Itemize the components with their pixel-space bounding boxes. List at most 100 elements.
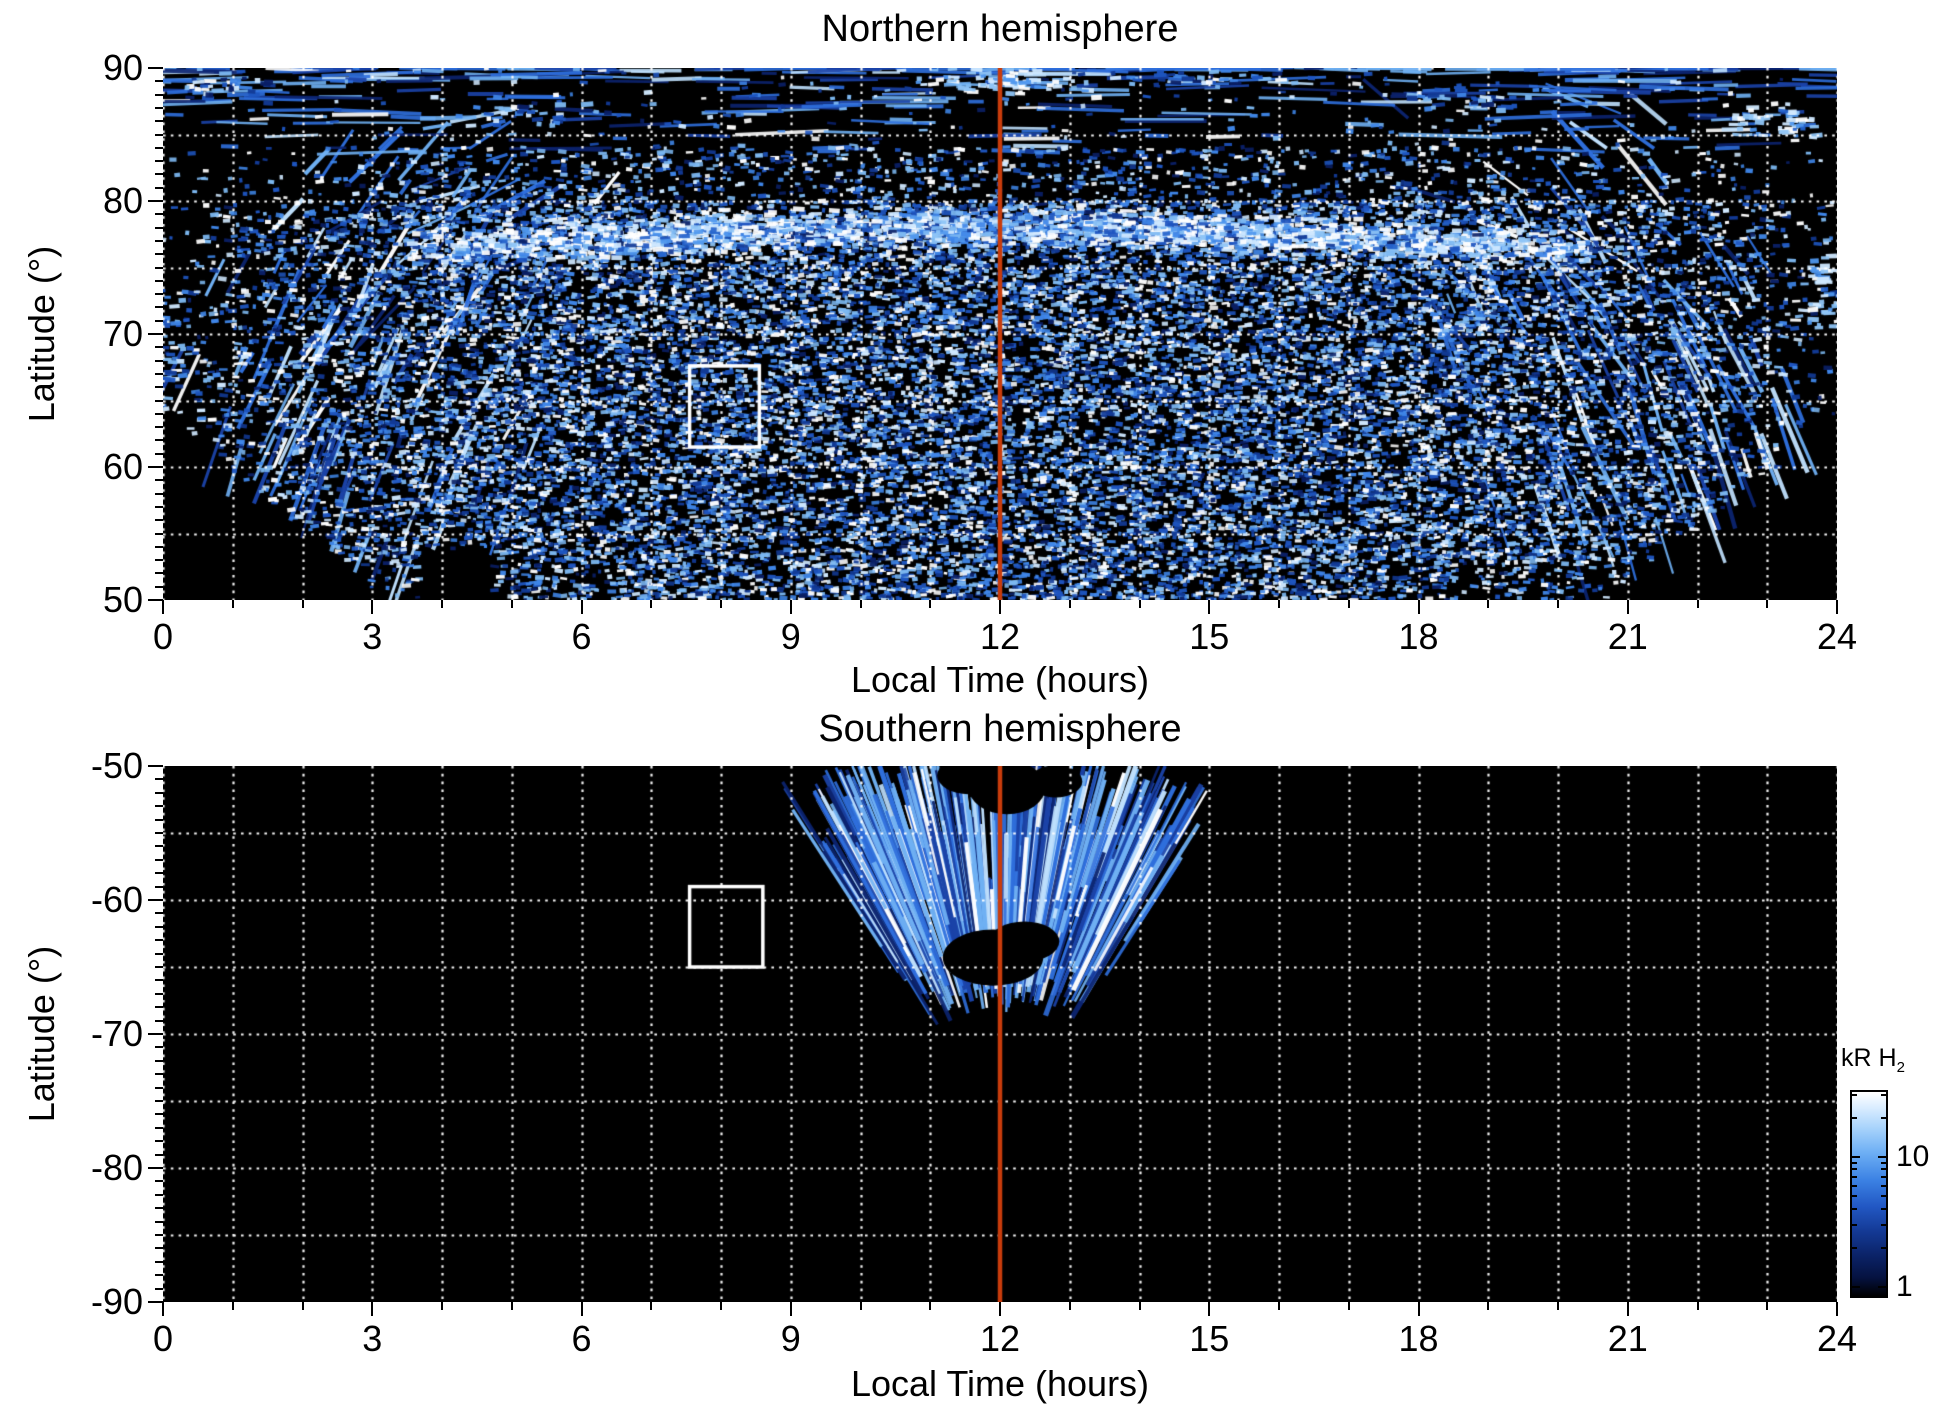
x-minor-tick: [1068, 1302, 1071, 1310]
x-minor-tick: [1347, 600, 1350, 608]
y-major-tick: [148, 765, 163, 767]
x-minor-tick: [1766, 600, 1769, 608]
y-minor-tick: [155, 912, 163, 915]
y-major-tick: [148, 899, 163, 901]
y-minor-tick: [155, 532, 163, 535]
y-minor-tick: [155, 885, 163, 888]
y-tick-label: 80: [102, 180, 143, 221]
x-major-tick: [789, 1302, 792, 1316]
x-minor-tick: [301, 1302, 304, 1310]
x-major-tick: [1417, 600, 1420, 614]
y-minor-tick: [155, 439, 163, 442]
x-major-tick: [1836, 600, 1838, 614]
x-tick-label: 24: [1816, 616, 1858, 657]
colorbar-minor-tick: [1881, 1168, 1886, 1171]
y-minor-tick: [155, 359, 163, 362]
y-minor-tick: [155, 319, 163, 322]
x-tick-label: 9: [780, 1318, 801, 1359]
y-minor-tick: [155, 545, 163, 548]
y-minor-tick: [155, 266, 163, 269]
x-major-tick: [999, 1302, 1001, 1316]
x-minor-tick: [859, 1302, 862, 1310]
y-minor-tick: [155, 559, 163, 562]
x-minor-tick: [1696, 600, 1699, 608]
colorbar-minor-tick: [1881, 1195, 1886, 1198]
y-minor-tick: [155, 160, 163, 163]
y-tick-label: -80: [90, 1147, 143, 1188]
y-tick-label: 50: [102, 579, 143, 620]
y-minor-tick: [155, 1193, 163, 1196]
colorbar-minor-tick: [1852, 1116, 1857, 1119]
x-axis-title-south: Local Time (hours): [850, 1363, 1150, 1404]
x-major-tick: [999, 600, 1001, 614]
colorbar-minor-tick: [1852, 1093, 1857, 1096]
y-minor-tick: [155, 1207, 163, 1210]
x-tick-label: 9: [780, 616, 801, 657]
x-major-tick: [162, 1302, 164, 1316]
y-minor-tick: [155, 1260, 163, 1263]
x-major-tick: [789, 600, 792, 614]
y-tick-label: -70: [90, 1013, 143, 1054]
y-minor-tick: [155, 1274, 163, 1277]
x-minor-tick: [650, 1302, 653, 1310]
x-minor-tick: [441, 600, 443, 608]
colorbar-minor-tick: [1881, 1093, 1886, 1096]
y-minor-tick: [155, 186, 163, 189]
y-minor-tick: [155, 952, 163, 955]
y-minor-tick: [155, 832, 163, 834]
y-major-tick: [148, 1033, 163, 1035]
y-minor-tick: [155, 1220, 163, 1223]
y-minor-tick: [155, 213, 163, 216]
colorbar-title: kR H2: [1841, 1044, 1905, 1076]
y-minor-tick: [155, 872, 163, 875]
x-tick-label: 21: [1607, 1318, 1648, 1359]
y-minor-tick: [155, 133, 163, 136]
x-tick-label: 18: [1398, 616, 1439, 657]
x-minor-tick: [1766, 1302, 1769, 1310]
y-minor-tick: [155, 519, 163, 522]
x-minor-tick: [1557, 600, 1559, 608]
y-minor-tick: [155, 253, 163, 256]
y-minor-tick: [155, 778, 163, 781]
x-major-tick: [162, 600, 164, 614]
x-major-tick: [1208, 600, 1211, 614]
x-axis-title-north: Local Time (hours): [850, 659, 1150, 700]
x-minor-tick: [510, 1302, 513, 1310]
y-minor-tick: [155, 120, 163, 123]
southern-hemisphere-plot: [163, 766, 1837, 1302]
y-minor-tick: [155, 1180, 163, 1183]
y-minor-tick: [155, 226, 163, 229]
x-minor-tick: [929, 1302, 932, 1310]
y-minor-tick: [155, 1100, 163, 1102]
colorbar-minor-tick: [1852, 1184, 1857, 1187]
x-minor-tick: [1696, 1302, 1699, 1310]
x-tick-label: 3: [362, 616, 383, 657]
y-minor-tick: [155, 173, 163, 176]
colorbar-minor-tick: [1852, 1223, 1857, 1226]
y-minor-tick: [155, 279, 163, 282]
northern-panel-title: Northern hemisphere: [821, 8, 1179, 50]
y-minor-tick: [155, 791, 163, 794]
y-minor-tick: [155, 146, 163, 149]
x-major-tick: [1836, 1302, 1838, 1316]
y-minor-tick: [155, 966, 163, 968]
y-minor-tick: [155, 293, 163, 296]
x-major-tick: [371, 1302, 374, 1316]
y-minor-tick: [155, 399, 163, 402]
y-minor-tick: [155, 858, 163, 861]
y-minor-tick: [155, 939, 163, 942]
y-minor-tick: [155, 1140, 163, 1143]
x-minor-tick: [1557, 1302, 1559, 1310]
y-tick-label: 60: [102, 446, 143, 487]
y-minor-tick: [155, 1059, 163, 1062]
x-minor-tick: [1138, 600, 1141, 608]
x-minor-tick: [720, 1302, 722, 1310]
colorbar-minor-tick: [1881, 1207, 1886, 1210]
y-tick-label: -90: [90, 1281, 143, 1322]
y-minor-tick: [155, 1113, 163, 1116]
x-tick-label: 15: [1189, 616, 1230, 657]
x-minor-tick: [859, 600, 862, 608]
colorbar-gradient: [1850, 1090, 1888, 1298]
colorbar-minor-tick: [1852, 1161, 1857, 1164]
